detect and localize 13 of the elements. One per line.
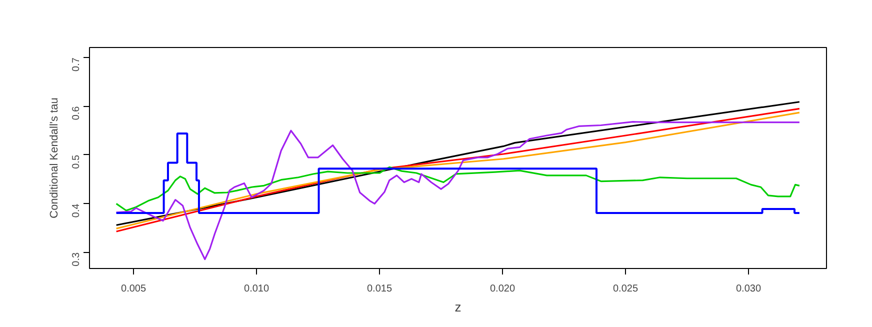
y-tick-label: 0.4 (71, 203, 82, 218)
y-tick-label: 0.3 (71, 252, 82, 266)
y-tick-label: 0.6 (71, 106, 82, 120)
x-tick-label: 0.025 (613, 284, 638, 294)
y-tick-label: 0.7 (71, 57, 82, 72)
x-axis-title: z (454, 300, 462, 314)
y-tick-label: 0.5 (71, 154, 82, 169)
x-tick-label: 0.005 (121, 284, 146, 294)
x-tick-label: 0.020 (490, 284, 516, 294)
y-axis-title: Conditional Kendall's tau (48, 98, 60, 218)
x-tick-label: 0.015 (367, 284, 392, 294)
x-tick-label: 0.030 (736, 284, 762, 294)
x-tick-label: 0.010 (244, 284, 270, 294)
